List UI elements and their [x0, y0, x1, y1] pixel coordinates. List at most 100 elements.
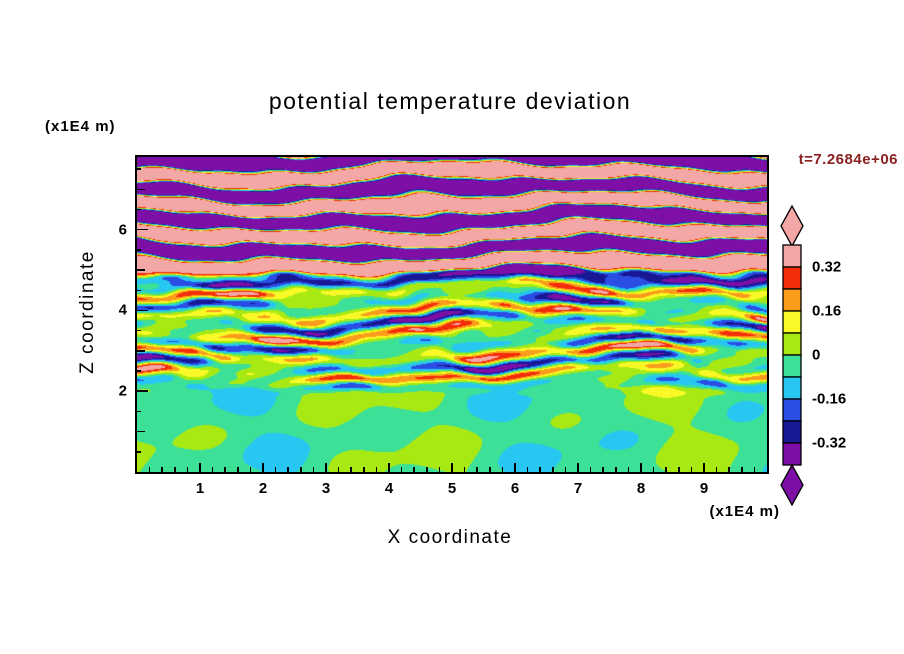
- x-tick-mark: [476, 467, 478, 472]
- plot-title: potential temperature deviation: [268, 88, 632, 114]
- colorbar-band: [782, 420, 802, 444]
- x-tick-mark: [325, 463, 327, 472]
- x-tick-mark: [703, 463, 705, 472]
- y-tick-mark: [137, 168, 141, 170]
- y-tick-label: 4: [118, 301, 127, 319]
- x-tick-mark: [539, 467, 541, 472]
- colorbar-band: [782, 288, 802, 312]
- x-tick-mark: [665, 467, 667, 472]
- x-tick-mark: [237, 467, 239, 472]
- colorbar-band: [782, 442, 802, 466]
- y-tick-mark: [137, 269, 145, 271]
- x-tick-mark: [337, 467, 340, 472]
- x-tick-mark: [602, 467, 604, 472]
- x-tick-mark: [615, 467, 617, 472]
- x-tick-mark: [489, 467, 491, 472]
- x-tick-mark: [287, 467, 289, 472]
- x-tick-label: 8: [636, 480, 646, 497]
- x-tick-mark: [274, 467, 277, 472]
- x-tick-mark: [426, 467, 428, 472]
- x-tick-mark: [589, 467, 592, 472]
- x-tick-mark: [262, 463, 264, 472]
- x-tick-mark: [388, 463, 390, 472]
- colorbar-band: [782, 266, 802, 290]
- x-tick-mark: [400, 467, 403, 472]
- x-tick-mark: [526, 467, 529, 472]
- x-tick-label: 1: [195, 480, 205, 497]
- x-tick-label: 5: [447, 480, 457, 497]
- x-tick-mark: [552, 467, 554, 472]
- colorbar-tick-label: 0: [812, 346, 821, 364]
- x-tick-mark: [715, 467, 718, 472]
- x-tick-mark: [463, 467, 466, 472]
- colorbar-band: [782, 310, 802, 334]
- x-tick-label: 9: [699, 480, 709, 497]
- x-tick-mark: [741, 467, 743, 472]
- x-tick-mark: [174, 467, 176, 472]
- x-tick-mark: [564, 467, 567, 472]
- y-tick-mark: [137, 370, 141, 372]
- colorbar-band: [782, 244, 802, 268]
- colorbar-band: [782, 398, 802, 422]
- x-tick-mark: [438, 467, 441, 472]
- y-tick-mark: [137, 208, 141, 211]
- y-tick-label: 6: [118, 221, 127, 239]
- x-tick-mark: [199, 463, 201, 472]
- x-tick-mark: [375, 467, 378, 472]
- colorbar-band: [782, 332, 802, 356]
- x-tick-mark: [501, 467, 504, 472]
- y-tick-mark: [137, 309, 148, 312]
- y-tick-label: 2: [118, 382, 127, 400]
- colorbar: 0.32 0.16 0 -0.16 -0.32: [775, 200, 904, 512]
- x-tick-mark: [678, 467, 680, 472]
- x-tick-mark: [451, 463, 453, 472]
- plot-area: 1 2 3 4 5 6 7 8 9 2 4 6: [119, 155, 769, 497]
- contour-field: [137, 157, 767, 472]
- x-tick-label: 3: [321, 480, 331, 497]
- colorbar-tick-label: 0.32: [812, 258, 842, 276]
- x-tick-mark: [249, 467, 252, 472]
- y-tick-mark: [137, 228, 148, 231]
- x-tick-mark: [300, 467, 302, 472]
- y-axis-label: Z coordinate: [77, 250, 98, 374]
- y-tick-mark: [137, 410, 141, 413]
- x-tick-mark: [753, 467, 756, 472]
- x-axis-unit: (x1E4 m): [709, 503, 780, 520]
- x-tick-label: 7: [573, 480, 583, 497]
- x-tick-mark: [690, 467, 693, 472]
- y-tick-mark: [137, 249, 141, 251]
- x-tick-mark: [652, 467, 655, 472]
- x-tick-label: 2: [258, 480, 268, 497]
- x-tick-mark: [312, 467, 315, 472]
- x-tick-mark: [363, 467, 365, 472]
- x-tick-mark: [640, 463, 642, 472]
- y-tick-mark: [137, 188, 145, 191]
- colorbar-tick-label: -0.16: [812, 390, 847, 408]
- y-tick-mark: [137, 350, 145, 352]
- y-tick-mark: [137, 329, 141, 332]
- x-tick-label: 6: [510, 480, 520, 497]
- colorbar-tick-label: -0.32: [812, 434, 847, 452]
- y-tick-mark: [137, 289, 141, 292]
- x-tick-label: 4: [384, 480, 394, 497]
- colorbar-top-arrow: [780, 204, 804, 248]
- x-axis-label: X coordinate: [387, 527, 513, 548]
- colorbar-bottom-arrow: [780, 463, 804, 507]
- x-tick-mark: [161, 467, 163, 472]
- time-annotation: t=7.2684e+06: [798, 151, 898, 168]
- x-tick-mark: [577, 463, 579, 472]
- x-tick-mark: [350, 467, 352, 472]
- x-tick-mark: [627, 467, 630, 472]
- x-tick-mark: [211, 467, 214, 472]
- x-tick-mark: [728, 467, 730, 472]
- x-tick-mark: [148, 467, 151, 472]
- x-tick-mark: [514, 463, 516, 472]
- colorbar-band: [782, 376, 802, 400]
- x-tick-mark: [186, 467, 189, 472]
- colorbar-tick-label: 0.16: [812, 302, 842, 320]
- colorbar-graphic: [780, 204, 804, 507]
- y-tick-mark: [137, 390, 148, 392]
- y-axis-unit: (x1E4 m): [45, 118, 116, 135]
- y-tick-mark: [137, 451, 141, 453]
